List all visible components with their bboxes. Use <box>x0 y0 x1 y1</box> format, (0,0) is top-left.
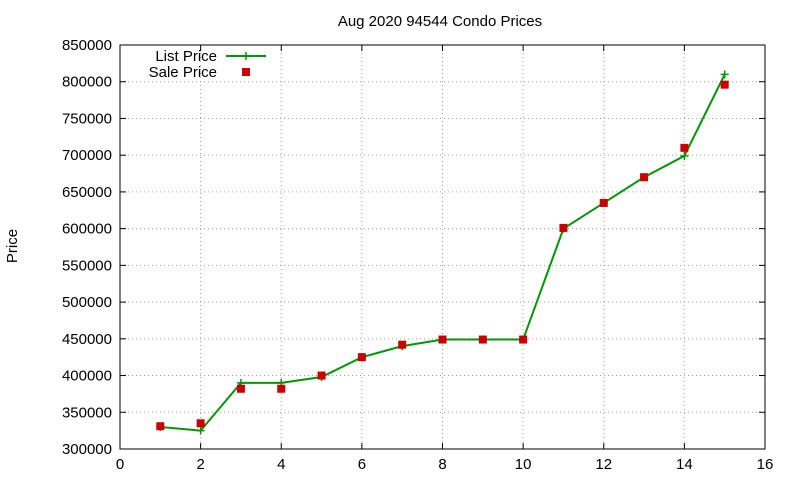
chart-title: Aug 2020 94544 Condo Prices <box>338 13 542 30</box>
x-tick-label: 16 <box>757 456 774 473</box>
sale-price-point <box>357 353 366 362</box>
x-tick-label: 8 <box>438 456 446 473</box>
x-tick-label: 10 <box>515 456 532 473</box>
legend-plus-marker <box>242 52 250 60</box>
sale-price-point <box>599 198 608 207</box>
y-tick-label: 350000 <box>62 404 112 421</box>
x-tick-label: 14 <box>676 456 693 473</box>
sale-price-point <box>398 340 407 349</box>
sale-price-point <box>720 80 729 89</box>
legend-label: List Price <box>155 48 217 65</box>
y-tick-label: 550000 <box>62 257 112 274</box>
series-1 <box>156 80 729 431</box>
y-tick-label: 650000 <box>62 184 112 201</box>
list-price-point <box>680 151 689 160</box>
sale-price-point <box>317 371 326 380</box>
y-tick-label: 700000 <box>62 147 112 164</box>
y-tick-label: 400000 <box>62 368 112 385</box>
grid-lines <box>120 45 765 449</box>
plot-frame <box>119 44 766 450</box>
x-tick-label: 6 <box>358 456 366 473</box>
list-price-point <box>196 426 205 435</box>
sale-price-point <box>478 335 487 344</box>
legend-label: Sale Price <box>149 64 217 81</box>
sale-price-point <box>640 173 649 182</box>
x-tick-label: 4 <box>277 456 285 473</box>
x-tick-label: 0 <box>116 456 124 473</box>
sale-price-point <box>277 384 286 393</box>
sale-price-point <box>156 422 165 431</box>
sale-price-point <box>236 384 245 393</box>
y-tick-label: 600000 <box>62 221 112 238</box>
legend-square-marker <box>242 68 250 76</box>
axis-ticks: 300000 350000 400000 450000 500000 550000 6000… <box>62 37 773 473</box>
sale-price-point <box>680 143 689 152</box>
sale-price-point <box>438 335 447 344</box>
list-price-point <box>720 70 729 79</box>
y-tick-label: 850000 <box>62 37 112 54</box>
y-tick-label: 450000 <box>62 331 112 348</box>
sale-price-point <box>519 335 528 344</box>
sale-price-point <box>196 419 205 428</box>
y-tick-label: 500000 <box>62 294 112 311</box>
x-tick-label: 2 <box>196 456 204 473</box>
sale-price-point <box>559 223 568 232</box>
x-tick-label: 12 <box>595 456 612 473</box>
y-tick-label: 800000 <box>62 74 112 91</box>
y-tick-label: 750000 <box>62 110 112 127</box>
series-layer <box>156 70 729 435</box>
y-axis-label: Price <box>4 229 21 263</box>
y-tick-label: 300000 <box>62 441 112 458</box>
